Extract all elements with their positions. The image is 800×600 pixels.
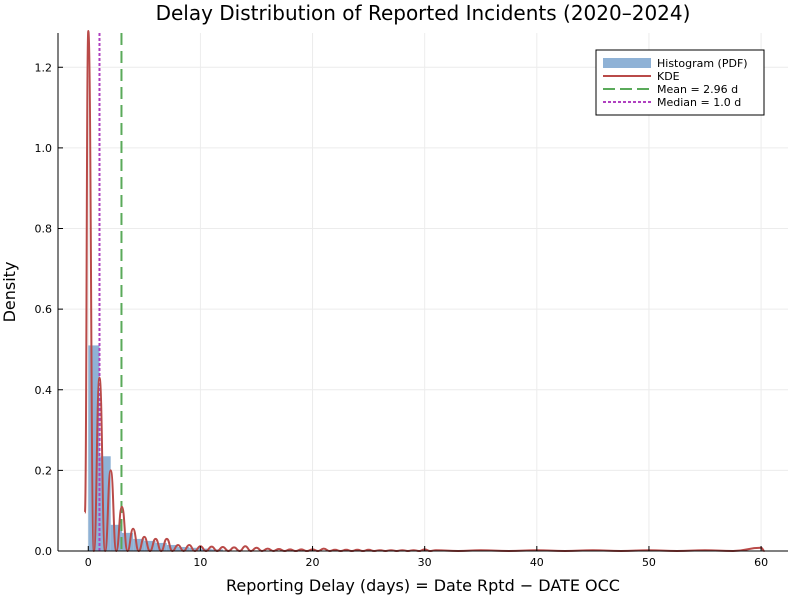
histogram-bar — [189, 547, 201, 551]
x-tick-label: 30 — [418, 556, 432, 569]
y-tick-label: 0.4 — [35, 384, 53, 397]
grid — [58, 33, 788, 552]
y-tick-label: 1.2 — [35, 61, 53, 74]
y-tick-label: 1.0 — [35, 142, 53, 155]
y-ticks: 0.0 0.2 0.4 0.6 0.8 1.0 1.2 — [35, 61, 63, 558]
legend-swatch-histogram — [603, 58, 651, 68]
histogram-bar — [133, 538, 145, 551]
y-tick-label: 0.2 — [35, 464, 53, 477]
x-axis-label: Reporting Delay (days) = Date Rptd − DAT… — [226, 576, 620, 595]
legend-label-mean: Mean = 2.96 d — [657, 83, 738, 96]
legend: Histogram (PDF) KDE Mean = 2.96 d Median… — [595, 49, 765, 116]
histogram-bar — [121, 532, 134, 551]
x-tick-label: 0 — [85, 556, 92, 569]
x-tick-label: 20 — [306, 556, 320, 569]
histogram-bar — [99, 456, 111, 551]
histogram-bars — [88, 345, 223, 551]
y-tick-label: 0.6 — [35, 303, 53, 316]
histogram-bar — [200, 548, 212, 551]
histogram-bar — [88, 345, 100, 551]
reference-lines — [98, 33, 123, 551]
chart-title: Delay Distribution of Reported Incidents… — [156, 1, 691, 25]
histogram-bar — [166, 544, 178, 551]
x-tick-label: 50 — [642, 556, 656, 569]
legend-label-median: Median = 1.0 d — [657, 96, 741, 109]
histogram-bar — [144, 540, 156, 551]
histogram-bar — [177, 546, 190, 551]
histogram-bar — [110, 524, 122, 551]
x-tick-label: 60 — [754, 556, 768, 569]
x-tick-label: 40 — [530, 556, 544, 569]
x-ticks: 0 10 20 30 40 50 60 — [85, 546, 768, 569]
legend-label-kde: KDE — [657, 70, 680, 83]
histogram-bar — [155, 542, 167, 551]
legend-label-histogram: Histogram (PDF) — [657, 57, 748, 70]
x-tick-label: 10 — [193, 556, 207, 569]
y-tick-label: 0.8 — [35, 223, 53, 236]
y-tick-label: 0.0 — [35, 545, 53, 558]
y-axis-label: Density — [0, 262, 19, 323]
